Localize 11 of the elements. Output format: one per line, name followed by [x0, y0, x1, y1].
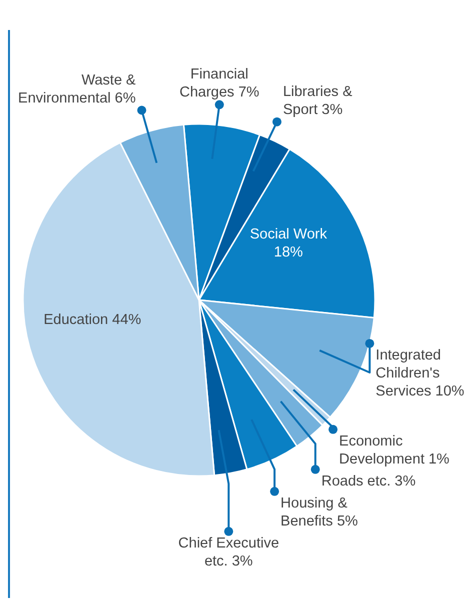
slice-label: Roads etc. 3% — [321, 473, 416, 490]
slice-label: Education 44% — [44, 312, 142, 328]
slice-label: Financial Charges 7% — [179, 66, 260, 101]
slice-label: Libraries & Sport 3% — [282, 84, 353, 118]
slice-label: Integrated Children's Services 10% — [376, 347, 464, 400]
legend-label: Housing & Benefits 5% — [280, 495, 358, 530]
slice-label: Waste & Environmental 6% — [18, 72, 136, 106]
slice-label: Chief Executive etc. 3% — [178, 535, 280, 570]
slice-label: Social Work — [250, 226, 328, 243]
slice-label: Economic Development 1% — [339, 433, 450, 468]
data-label: 18% — [274, 244, 304, 261]
